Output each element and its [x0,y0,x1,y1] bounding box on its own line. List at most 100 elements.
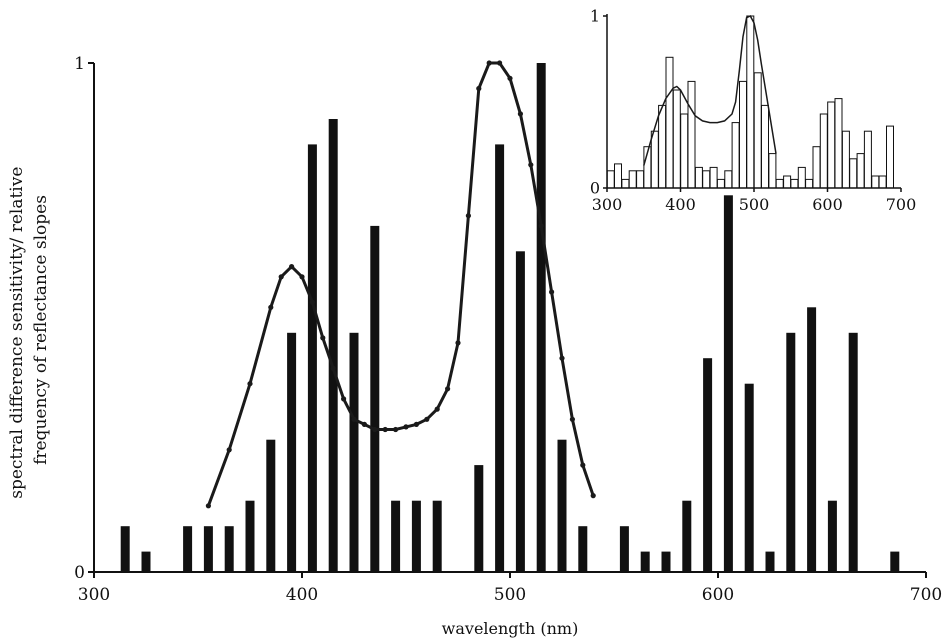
main-bar [287,332,297,572]
x-axis-label: wavelength (nm) [442,619,579,638]
inset-bar [886,125,894,189]
main-curve-point [247,381,253,387]
main-curve-point [268,304,274,310]
main-curve-point [393,426,399,433]
inset-bar [790,178,799,189]
main-x-tick-label: 600 [702,585,734,605]
main-bar [120,526,130,572]
inset-bar [878,175,887,189]
y-axis-label: spectral difference sensitivity/ relativ… [7,161,51,499]
main-plot: 300 400 500 600 700 01 wavelength (nm) spect… [7,54,942,638]
main-bar [807,307,817,572]
inset-bar [658,104,667,189]
main-curve-point [549,289,555,295]
main-curve-markers [205,60,596,509]
main-curve-point [497,60,503,66]
main-curve-point [278,274,284,280]
main-y-tick-label: 0 [74,563,85,583]
inset-bar [834,98,843,189]
inset-y-tick-label: 1 [590,7,600,26]
inset-bar [628,170,637,189]
inset-bar [731,122,740,189]
main-curve-point [569,416,576,422]
inset-bar [746,15,755,189]
inset-bar [665,56,674,189]
main-bar [536,63,546,572]
inset-bar [672,89,681,189]
main-bar [848,332,858,572]
inset-bar [812,146,821,189]
main-curve-point [309,299,315,305]
main-bar [203,526,213,572]
main-curve-point [361,421,367,427]
main-curve-point [341,396,347,402]
inset-bar [716,178,725,189]
main-bar [619,526,629,572]
main-curve-point [351,416,357,422]
main-curve-point [445,386,451,392]
inset-x-tick-label: 700 [886,195,917,214]
inset-bar [805,178,814,189]
inset-x-ticks: 300 400 500 600 700 [592,188,917,214]
inset-bar [856,153,865,189]
main-bar [141,551,151,572]
main-curve-point [538,223,544,229]
main-curve-point [455,340,461,346]
main-bar [245,500,255,572]
main-curve-point [205,503,211,509]
main-bar [495,144,505,572]
main-bar [370,225,380,572]
inset-bar [797,166,806,189]
inset-bar [694,166,703,189]
main-curve-point [434,406,440,412]
main-bar [703,358,713,572]
inset-bar [636,170,645,189]
inset-bar [827,101,836,189]
inset-bar [724,170,733,189]
main-curve-point [486,60,492,66]
main-bars [120,63,900,573]
main-bar [765,551,775,572]
main-curve-point [476,85,482,92]
main-bar [224,526,234,572]
main-bar [432,500,442,572]
main-curve-point [372,426,378,433]
main-curve-point [528,162,534,168]
main-x-tick-label: 300 [78,585,110,605]
inset-x-tick-label: 500 [739,195,770,214]
inset-bar [863,130,872,189]
inset-bars [606,15,894,189]
main-x-tick-label: 700 [910,585,942,605]
main-curve-point [507,75,513,81]
main-curve-point [403,424,409,430]
inset-bar [841,130,850,189]
main-curve-point [299,274,305,280]
main-bar [682,500,692,572]
y-axis-label-line-2: frequency of reflectance slopes [31,195,51,465]
inset-bar [702,170,711,189]
main-bar [411,500,421,572]
main-bar [723,195,733,573]
inset-bar [739,80,747,189]
inset-bar [761,104,769,189]
main-bar [183,526,193,572]
inset-x-tick-label: 300 [592,195,623,214]
main-y-ticks: 01 [74,54,94,583]
inset-y-ticks: 01 [590,7,607,198]
main-curve-point [289,264,295,270]
inset-bar [783,175,792,189]
main-curve-point [320,335,326,341]
main-bar [640,551,650,572]
inset-bar [614,163,622,189]
main-bar [890,551,900,572]
main-y-tick-label: 1 [74,54,85,74]
main-bar [266,439,276,572]
main-curve-point [382,426,388,433]
main-curve-point [590,493,596,499]
inset-y-tick-label: 0 [590,179,600,198]
main-curve-point [517,111,524,117]
main-bar [349,332,359,572]
main-bar [578,526,588,572]
inset-x-tick-label: 400 [665,195,696,214]
